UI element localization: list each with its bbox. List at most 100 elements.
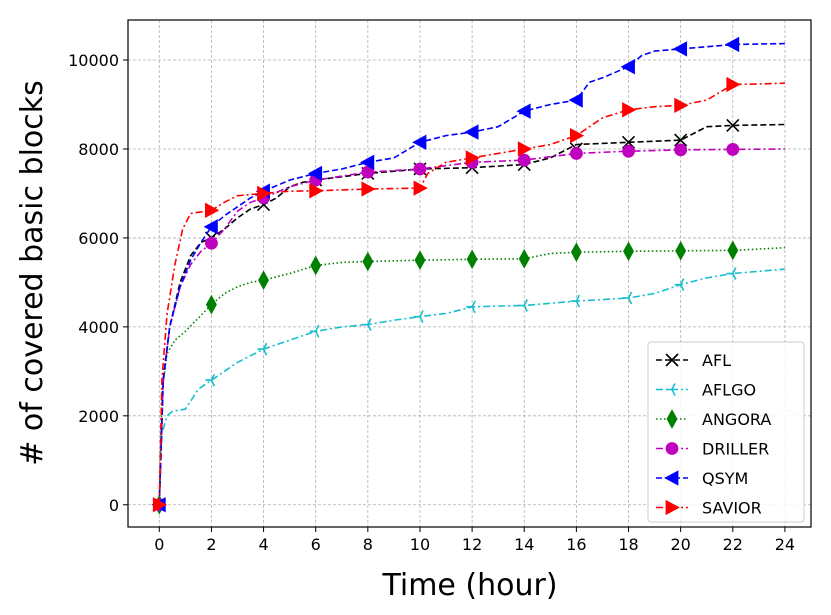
legend-entry-afl: AFL: [656, 351, 731, 370]
data-point-savior: [361, 181, 376, 197]
data-point-savior: [309, 183, 324, 199]
data-point-qsym: [516, 103, 531, 119]
y-tick-label: 2000: [78, 407, 119, 426]
legend-label-qsym: QSYM: [702, 469, 748, 488]
data-point-driller: [622, 144, 635, 158]
data-point-aflgo: [518, 299, 528, 312]
data-point-afl: [674, 133, 688, 147]
data-point-savior: [517, 141, 533, 157]
x-tick-label: 20: [670, 535, 690, 554]
x-tick-label: 4: [258, 535, 268, 554]
legend-box: [647, 341, 805, 523]
legend-label-aflgo: AFLGO: [702, 381, 756, 400]
series-line-savior: [158, 82, 785, 505]
y-axis: 0 2000 4000 6000 8000 10000: [68, 51, 128, 515]
data-point-driller: [674, 143, 688, 157]
data-point-savior: [257, 185, 272, 202]
x-tick-label: 22: [723, 535, 743, 554]
legend-label-driller: DRILLER: [702, 440, 769, 459]
data-point-aflgo: [205, 373, 216, 387]
data-point-driller: [517, 153, 531, 167]
legend-entry-aflgo: AFLGO: [656, 381, 756, 400]
data-point-angora: [675, 240, 687, 261]
data-point-angora: [258, 270, 270, 290]
series-aflgo: [153, 267, 785, 512]
x-tick-label: 16: [566, 535, 586, 554]
data-point-qsym: [620, 59, 635, 75]
legend-marker-afl: [665, 353, 679, 367]
data-point-angora: [466, 249, 478, 270]
data-point-aflgo: [726, 267, 737, 280]
legend-marker-driller: [665, 442, 679, 455]
y-tick-label: 0: [109, 496, 119, 515]
data-point-qsym: [307, 165, 323, 182]
legend-label-savior: SAVIOR: [702, 499, 762, 518]
data-point-savior: [465, 150, 480, 166]
data-point-aflgo: [674, 278, 685, 291]
data-point-aflgo: [570, 294, 581, 308]
series-line-angora: [158, 246, 785, 505]
x-tick-label: 24: [775, 535, 795, 554]
y-tick-label: 10000: [68, 51, 119, 70]
data-point-savior: [413, 180, 428, 196]
data-point-aflgo: [361, 318, 372, 332]
data-point-angora: [727, 240, 739, 261]
data-point-afl: [726, 118, 740, 132]
data-point-savior: [622, 102, 637, 118]
legend-label-angora: ANGORA: [702, 410, 771, 429]
legend-marker-aflgo: [666, 383, 676, 396]
data-point-aflgo: [257, 342, 268, 356]
legend-marker-qsym: [664, 470, 679, 486]
y-axis-title: # of covered basic blocks: [15, 80, 50, 466]
data-point-angora: [205, 294, 217, 315]
data-point-qsym: [359, 154, 375, 170]
legend-entry-driller: DRILLER: [656, 440, 769, 459]
data-point-angora: [362, 251, 374, 272]
data-point-angora: [414, 250, 426, 270]
y-tick-label: 8000: [78, 140, 119, 159]
data-point-aflgo: [466, 300, 476, 314]
x-tick-label: 14: [514, 535, 534, 554]
x-tick-label: 6: [311, 535, 321, 554]
series-line-aflgo: [158, 268, 785, 505]
legend-marker-angora: [666, 409, 678, 429]
x-axis: 0 2 4 6 8 10 12 14 16 18 20 22 24: [154, 527, 795, 554]
data-point-angora: [310, 255, 322, 276]
data-point-qsym: [724, 36, 740, 53]
legend-marker-savior: [665, 499, 680, 516]
legend-label-afl: AFL: [702, 351, 731, 370]
legend-entry-savior: SAVIOR: [656, 499, 762, 518]
data-point-qsym: [464, 124, 479, 140]
data-point-qsym: [568, 92, 583, 108]
data-point-driller: [726, 143, 740, 156]
data-point-angora: [623, 241, 634, 262]
y-tick-label: 6000: [78, 229, 119, 248]
x-tick-label: 12: [462, 535, 482, 554]
x-tick-label: 0: [154, 535, 164, 554]
data-point-aflgo: [413, 310, 424, 323]
data-point-driller: [413, 162, 427, 176]
data-point-savior: [152, 497, 168, 513]
data-point-angora: [570, 242, 582, 262]
legend-entry-qsym: QSYM: [656, 469, 748, 488]
legend-entry-angora: ANGORA: [656, 409, 771, 429]
series-angora: [153, 240, 785, 515]
y-tick-label: 4000: [78, 318, 119, 337]
data-point-savior: [674, 97, 689, 114]
x-tick-label: 8: [363, 535, 373, 554]
data-point-driller: [569, 147, 583, 160]
data-point-savior: [569, 127, 585, 144]
data-point-aflgo: [309, 324, 320, 338]
data-point-angora: [518, 249, 530, 269]
data-point-qsym: [203, 219, 218, 235]
data-point-driller: [205, 236, 218, 250]
data-point-qsym: [672, 41, 688, 57]
series-layer: [151, 36, 785, 515]
data-point-savior: [205, 202, 220, 219]
data-point-qsym: [412, 134, 427, 150]
x-axis-title: Time (hour): [381, 568, 557, 603]
data-point-savior: [726, 76, 741, 93]
series-savior: [152, 76, 785, 513]
